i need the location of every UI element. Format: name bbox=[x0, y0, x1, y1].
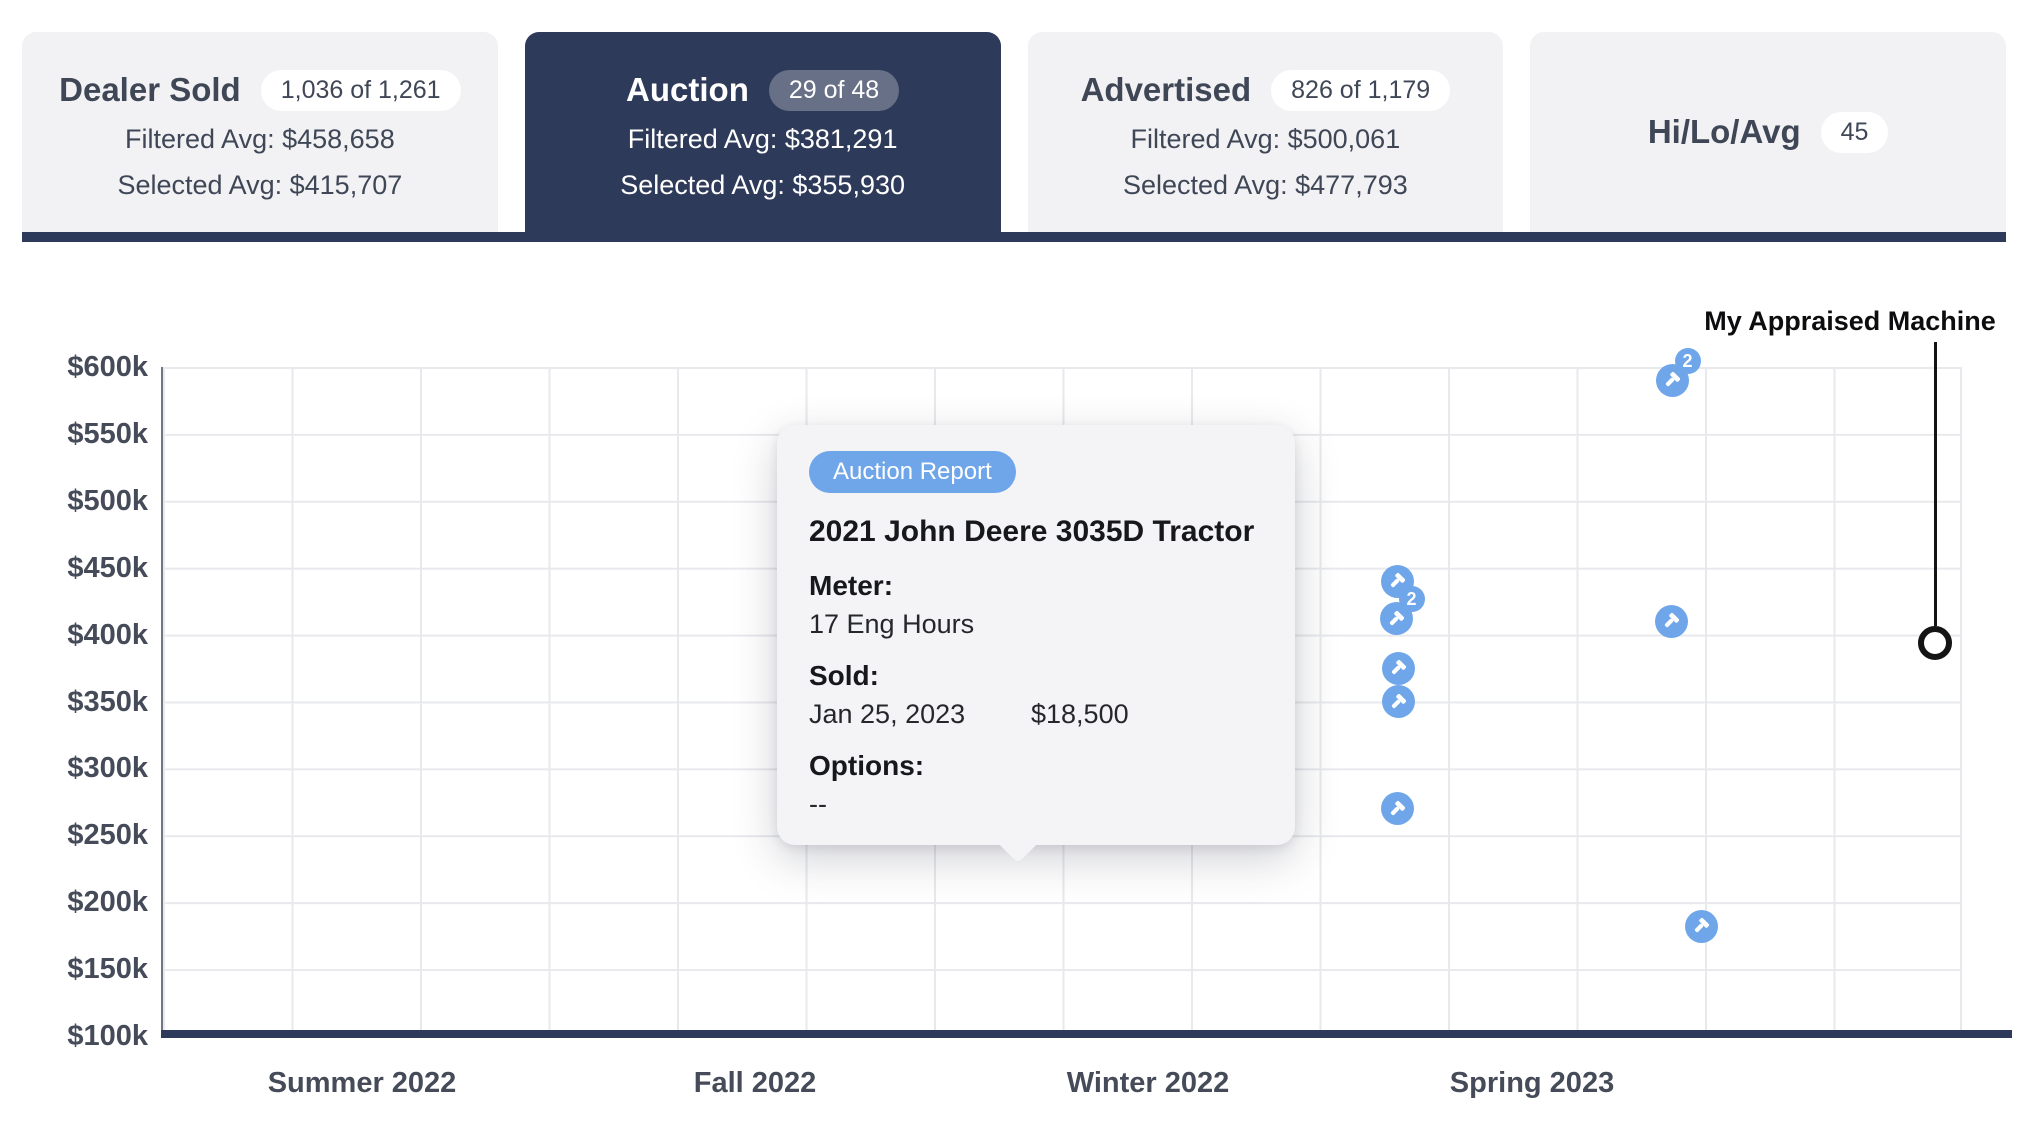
tab-title: Advertised bbox=[1080, 71, 1252, 108]
data-point-marker[interactable] bbox=[1381, 685, 1415, 718]
comps-tabs-bar: Dealer Sold 1,036 of 1,261 Filtered Avg: $… bbox=[22, 32, 2006, 232]
data-point-marker[interactable] bbox=[1684, 909, 1718, 943]
tooltip-options-value: -- bbox=[809, 789, 827, 819]
point-count-badge: 2 bbox=[1398, 586, 1425, 613]
y-tick-label: $600k bbox=[67, 351, 148, 383]
y-tick-label: $150k bbox=[67, 953, 148, 986]
gavel-icon bbox=[1664, 613, 1680, 628]
tab-auction[interactable]: Auction 29 of 48 Filtered Avg: $381,291 Sel… bbox=[524, 32, 1001, 232]
tab-title: Auction bbox=[626, 71, 749, 108]
x-tick-label: Summer 2022 bbox=[267, 1067, 457, 1099]
gavel-icon bbox=[1391, 660, 1407, 675]
data-point-marker[interactable] bbox=[1380, 792, 1414, 826]
tab-count-badge: 45 bbox=[1820, 111, 1889, 153]
tab-filtered-avg: Filtered Avg: $458,658 bbox=[125, 124, 395, 154]
tab-selected-avg: Selected Avg: $355,930 bbox=[620, 170, 905, 200]
tab-title: Hi/Lo/Avg bbox=[1647, 113, 1801, 150]
y-tick-label: $200k bbox=[67, 886, 148, 919]
tab-title-row: Hi/Lo/Avg 45 bbox=[1648, 110, 1889, 154]
y-tick-label: $350k bbox=[67, 685, 148, 718]
tab-count-badge: 29 of 48 bbox=[768, 69, 900, 111]
y-tick-label: $450k bbox=[67, 551, 148, 584]
gavel-icon bbox=[1391, 693, 1407, 708]
tooltip-machine-title: 2021 John Deere 3035D Tractor bbox=[809, 515, 1255, 548]
gavel-icon bbox=[1694, 918, 1710, 933]
data-point-marker[interactable] bbox=[1654, 604, 1688, 638]
tab-advertised[interactable]: Advertised 826 of 1,179 Filtered Avg: $500… bbox=[1027, 32, 1504, 232]
tab-selected-avg: Selected Avg: $415,707 bbox=[117, 170, 403, 200]
tab-title-row: Advertised 826 of 1,179 bbox=[1081, 68, 1451, 112]
appraised-machine-marker bbox=[1918, 625, 1952, 660]
tooltip-sold-price: $18,500 bbox=[1031, 699, 1129, 729]
x-tick-label: Winter 2022 bbox=[1066, 1067, 1230, 1099]
gavel-icon bbox=[1389, 610, 1405, 625]
x-axis-line bbox=[161, 1030, 2012, 1038]
tab-count-badge: 1,036 of 1,261 bbox=[260, 69, 461, 111]
data-point-marker[interactable]: 2 bbox=[1379, 586, 1425, 636]
gavel-icon bbox=[1665, 372, 1681, 387]
point-count-badge: 2 bbox=[1674, 347, 1701, 374]
gavel-icon bbox=[1390, 573, 1406, 588]
tooltip-sold-date: Jan 25, 2023 bbox=[809, 699, 966, 729]
tab-filtered-avg: Filtered Avg: $500,061 bbox=[1130, 124, 1401, 154]
tab-selected-avg: Selected Avg: $477,793 bbox=[1123, 170, 1408, 200]
tooltip-options-label: Options: bbox=[809, 750, 925, 781]
data-point-marker[interactable]: 2 bbox=[1655, 347, 1701, 397]
data-point-tooltip: Auction Report 2021 John Deere 3035D Tra… bbox=[777, 425, 1295, 864]
y-tick-label: $250k bbox=[67, 819, 148, 852]
x-tick-label: Fall 2022 bbox=[693, 1067, 817, 1099]
price-scatter-chart: 2 2 My Appraised Machine Auction Report 2… bbox=[0, 242, 2028, 1142]
data-point-marker[interactable] bbox=[1381, 651, 1415, 685]
gavel-icon bbox=[1390, 800, 1406, 815]
y-axis-line bbox=[161, 367, 164, 1036]
tab-dealer-sold[interactable]: Dealer Sold 1,036 of 1,261 Filtered Avg: $… bbox=[22, 32, 498, 232]
appraised-machine-line bbox=[1933, 342, 1937, 626]
y-tick-label: $400k bbox=[67, 618, 148, 651]
auction-report-pill: Auction Report bbox=[809, 451, 1016, 493]
appraised-machine-label: My Appraised Machine bbox=[1704, 306, 1996, 336]
y-tick-label: $100k bbox=[67, 1020, 148, 1052]
tabs-underline bbox=[22, 232, 2006, 242]
tooltip-meter-label: Meter: bbox=[809, 570, 894, 601]
tooltip-sold-row: Jan 25, 2023 $18,500 bbox=[809, 699, 1263, 729]
tab-filtered-avg: Filtered Avg: $381,291 bbox=[627, 124, 898, 154]
tab-title-row: Auction 29 of 48 bbox=[626, 68, 900, 112]
tab-title-row: Dealer Sold 1,036 of 1,261 bbox=[59, 68, 461, 112]
y-tick-label: $500k bbox=[67, 484, 148, 517]
y-tick-label: $300k bbox=[67, 752, 148, 785]
tooltip-sold-label: Sold: bbox=[809, 660, 879, 691]
tab-title: Dealer Sold bbox=[59, 71, 241, 108]
tab-count-badge: 826 of 1,179 bbox=[1271, 69, 1451, 111]
tab-hi-lo-avg[interactable]: Hi/Lo/Avg 45 bbox=[1530, 32, 2006, 232]
tooltip-meter-value: 17 Eng Hours bbox=[809, 609, 975, 639]
y-tick-label: $550k bbox=[67, 417, 148, 450]
x-tick-label: Spring 2023 bbox=[1449, 1067, 1615, 1099]
